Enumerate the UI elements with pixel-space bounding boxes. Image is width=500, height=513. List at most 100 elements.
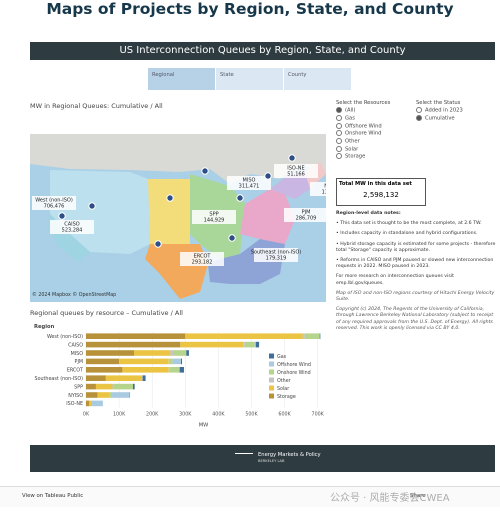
bar-segment <box>168 367 170 373</box>
bar-segment <box>186 350 189 356</box>
radio-button[interactable] <box>336 114 342 121</box>
legend-label: Onshore Wind <box>277 370 311 376</box>
map-pin <box>264 172 272 180</box>
bar-segment <box>255 341 260 348</box>
radio-label: Other <box>345 138 360 145</box>
bar-segment <box>113 383 133 390</box>
tab[interactable]: County <box>284 68 351 90</box>
map-label-box <box>274 164 318 178</box>
bar-segment <box>319 333 321 339</box>
bar-segment <box>168 358 170 365</box>
radio-button[interactable] <box>416 107 422 114</box>
radio-option[interactable]: Added in 2023 <box>416 107 496 115</box>
bar-segment <box>112 383 114 390</box>
tab[interactable]: Regional <box>148 68 215 90</box>
x-tick-label: 100K <box>113 412 126 418</box>
x-tick-label: 600K <box>278 412 291 418</box>
radio-option[interactable]: (All) <box>336 107 411 115</box>
radio-button[interactable] <box>336 153 342 160</box>
total-box: Total MW in this data set 2,598,132 <box>336 178 426 206</box>
radio-button[interactable] <box>416 114 422 121</box>
y-tick-label: CAISO <box>68 342 83 348</box>
radio-option[interactable]: Gas <box>336 114 411 123</box>
radio-option[interactable]: Storage <box>336 153 411 161</box>
map-pin <box>288 154 296 162</box>
map-label-box <box>180 252 224 266</box>
tab[interactable]: State <box>216 68 283 90</box>
bar-segment <box>86 333 186 339</box>
logo-subtext: BERKELEY LAB <box>258 459 285 463</box>
radio-label: (All) <box>345 107 356 114</box>
region-name: MISO <box>243 178 256 184</box>
y-tick-label: PJM <box>75 359 83 365</box>
map-label-box <box>32 196 76 210</box>
x-tick-label: 0K <box>83 412 90 418</box>
bar-segment <box>109 392 112 398</box>
radio-button[interactable] <box>336 122 342 129</box>
region-total: 131,537 <box>322 190 326 196</box>
radio-option[interactable]: Cumulative <box>416 114 496 123</box>
x-axis-label: MW <box>199 423 209 429</box>
legend-label: Other <box>277 378 291 384</box>
legend-label: Storage <box>277 394 296 400</box>
map-title: MW in Regional Queues: Cumulative / All <box>30 102 163 110</box>
x-tick-label: 500K <box>245 412 258 418</box>
map-attribution: © 2024 Mapbox © OpenStreetMap <box>32 293 117 298</box>
dashboard-title: US Interconnection Queues by Region, Sta… <box>30 42 495 60</box>
note: • Includes capacity in standalone and hy… <box>336 231 478 237</box>
map-label-box <box>192 210 236 224</box>
radio-option[interactable]: Offshore Wind <box>336 122 411 131</box>
share-button[interactable]: Share <box>410 493 426 499</box>
bar-segment <box>86 392 98 398</box>
legend-swatch <box>269 385 274 391</box>
bar-segment <box>119 358 169 365</box>
tableau-link[interactable]: View on Tableau Public <box>22 493 84 499</box>
y-tick-label: ERCOT <box>67 368 83 374</box>
bar-segment <box>179 367 184 373</box>
filter-title: Select the Resources <box>336 100 391 106</box>
bar-segment <box>243 341 245 348</box>
y-tick-label: West (non-ISO) <box>47 334 83 340</box>
region-name: CAISO <box>64 222 80 228</box>
map-label-box <box>50 220 94 234</box>
region-total: 51,166 <box>287 172 305 178</box>
bar-segment <box>185 333 303 339</box>
bar-segment <box>86 350 134 356</box>
radio-button[interactable] <box>336 138 342 145</box>
bar-segment <box>304 333 320 339</box>
bar-segment <box>172 358 181 365</box>
y-tick-label: Southeast (non-ISO) <box>35 376 84 382</box>
map-pin <box>236 194 244 202</box>
radio-label: Solar <box>345 146 359 153</box>
filter-title: Select the Status <box>416 100 461 106</box>
y-tick-label: SPP <box>74 384 83 390</box>
region-name: NYISO <box>324 184 326 190</box>
legend-swatch <box>269 369 274 375</box>
x-tick-label: 700K <box>312 412 325 418</box>
y-tick-label: MISO <box>71 351 84 357</box>
bar-chart: Region 0K 100K 200K 300K 400K 500K 600K 700K MW We… <box>34 324 325 429</box>
bar-segment <box>86 400 90 407</box>
map-pin <box>166 194 174 202</box>
radio-option[interactable]: Solar <box>336 145 411 154</box>
bar-segment <box>122 367 169 373</box>
region-name: PJM <box>302 210 311 216</box>
radio-button[interactable] <box>336 107 342 114</box>
radio-button[interactable] <box>336 130 342 137</box>
bar-segment <box>133 383 135 390</box>
x-tick-label: 300K <box>179 412 192 418</box>
bar-segment <box>173 350 187 356</box>
radio-label: Added in 2023 <box>425 107 463 114</box>
bar-segment <box>97 392 110 398</box>
bottom-bar: View on Tableau Public Share 公众号 · 风能专委会… <box>0 486 500 507</box>
note: For more research on interconnection que… <box>336 274 454 286</box>
bar-segment <box>91 400 103 407</box>
radio-option[interactable]: Onshore Wind <box>336 130 411 138</box>
bar-segment <box>86 375 106 381</box>
map-pin <box>154 240 162 248</box>
bar-segment <box>86 383 96 390</box>
radio-option[interactable]: Other <box>336 138 411 146</box>
radio-button[interactable] <box>336 145 342 152</box>
bar-segment <box>95 383 113 390</box>
